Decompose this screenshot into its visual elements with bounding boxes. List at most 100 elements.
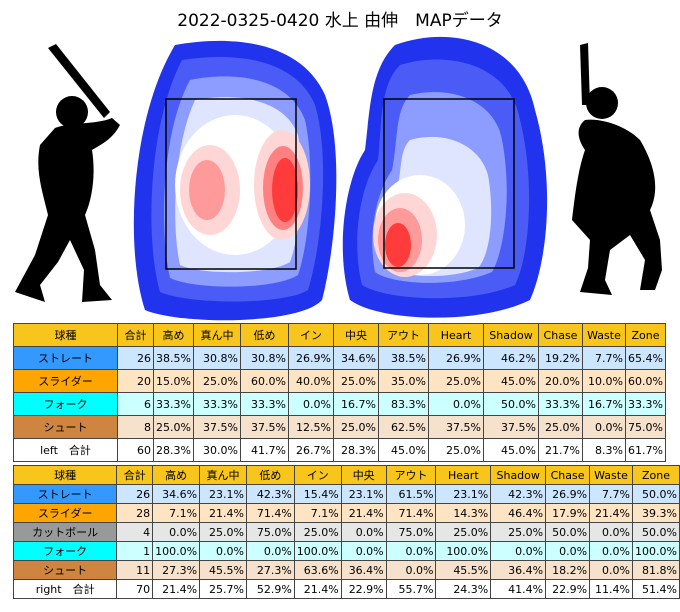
header-row: 球種 合計 高め 真ん中 低め イン 中央 アウト Heart Shadow Chase Waste Z… (12, 465, 680, 485)
pitch-name: right 合計 (12, 579, 118, 599)
stat-cell: 27.3% (152, 560, 201, 580)
stat-cell: 23.1% (435, 484, 492, 504)
stat-cell: 21.4% (340, 503, 387, 523)
stat-cell: 16.7% (333, 392, 379, 416)
header-cell: Zone (631, 465, 680, 485)
header-cell: 球種 (13, 323, 118, 347)
stat-cell: 42.3% (490, 484, 547, 504)
stat-cell: 60.0% (625, 369, 666, 393)
stat-cell: 0.0% (589, 541, 633, 561)
stat-cell: 0.0% (589, 522, 633, 542)
stat-cell: 25.0% (428, 369, 484, 393)
stat-cell: 37.5% (240, 415, 289, 439)
stat-cell: 75.0% (385, 522, 437, 542)
stat-cell: 34.6% (333, 346, 379, 370)
stat-cell: 33.3% (240, 392, 289, 416)
stat-cell: 18.2% (545, 560, 591, 580)
stat-cell: 0.0% (545, 541, 591, 561)
header-cell: 合計 (116, 465, 154, 485)
stat-cell: 50.0% (631, 522, 680, 542)
stat-cell: 23.1% (340, 484, 387, 504)
stat-cell: 41.7% (240, 438, 289, 462)
stat-cell: 17.9% (545, 503, 591, 523)
stat-cell: 27.3% (245, 560, 295, 580)
stat-cell: 60 (117, 438, 154, 462)
header-row: 球種 合計 高め 真ん中 低め イン 中央 アウト Heart Shadow Chase Waste Z… (13, 323, 666, 347)
pitch-name: スライダー (13, 369, 118, 393)
header-cell: Waste (589, 465, 633, 485)
stat-cell: 1 (116, 541, 154, 561)
stat-cell: 62.5% (378, 415, 429, 439)
stat-cell: 61.7% (625, 438, 666, 462)
stat-cell: 0.0% (288, 392, 334, 416)
pitch-name: シュート (13, 415, 118, 439)
stat-cell: 63.6% (293, 560, 342, 580)
stat-cell: 25.0% (293, 522, 342, 542)
stat-cell: 12.5% (288, 415, 334, 439)
stat-cell: 71.4% (245, 503, 295, 523)
header-cell: 中央 (340, 465, 387, 485)
stat-cell: 21.4% (199, 503, 247, 523)
pitch-row: フォーク 1 100.0% 0.0% 0.0% 100.0% 0.0% 0.0% 100.0% 0… (12, 541, 680, 561)
stat-cell: 11.4% (589, 579, 633, 599)
header-cell: 低め (245, 465, 295, 485)
stat-cell: 25.0% (435, 522, 492, 542)
stat-cell: 25.0% (193, 369, 241, 393)
header-cell: アウト (378, 323, 429, 347)
header-cell: 真ん中 (193, 323, 241, 347)
stat-cell: 30.0% (193, 438, 241, 462)
pitch-row: シュート 11 27.3% 45.5% 27.3% 63.6% 36.4% 0.0% 45.5%… (12, 560, 680, 580)
pitch-name: スライダー (12, 503, 118, 523)
stat-cell: 40.0% (288, 369, 334, 393)
title: 2022-0325-0420 水上 由伸 MAPデータ (177, 11, 503, 31)
stat-cell: 46.2% (483, 346, 539, 370)
stat-cell: 33.3% (153, 392, 194, 416)
stat-cell: 38.5% (378, 346, 429, 370)
right-heatmap (342, 36, 548, 318)
stat-cell: 22.9% (340, 579, 387, 599)
stat-cell: 83.3% (378, 392, 429, 416)
stat-cell: 36.4% (490, 560, 547, 580)
stat-cell: 24.3% (435, 579, 492, 599)
header-cell: 合計 (117, 323, 154, 347)
header-cell: Heart (428, 323, 484, 347)
pitch-name: シュート (12, 560, 118, 580)
header-cell: 真ん中 (199, 465, 247, 485)
stat-cell: 50.0% (483, 392, 539, 416)
pitch-row: left 合計 60 28.3% 30.0% 41.7% 26.7% 28.3% 45.0% 2… (13, 438, 666, 462)
stat-cell: 45.0% (483, 369, 539, 393)
stat-cell: 45.5% (435, 560, 492, 580)
pitch-name: カットボール (12, 522, 118, 542)
stat-cell: 0.0% (589, 560, 633, 580)
pitch-name: フォーク (13, 392, 118, 416)
pitch-row: カットボール 4 0.0% 25.0% 75.0% 25.0% 0.0% 75.0% 25.0%… (12, 522, 680, 542)
stat-cell: 10.0% (582, 369, 626, 393)
stat-cell: 0.0% (340, 522, 387, 542)
stat-cell: 100.0% (435, 541, 492, 561)
stat-cell: 8 (117, 415, 154, 439)
stat-cell: 75.0% (625, 415, 666, 439)
stat-cell: 23.1% (199, 484, 247, 504)
stat-cell: 37.5% (428, 415, 484, 439)
stat-cell: 11 (116, 560, 154, 580)
stat-cell: 4 (116, 522, 154, 542)
stat-cell: 39.3% (631, 503, 680, 523)
pitch-row: スライダー 20 15.0% 25.0% 60.0% 40.0% 25.0% 35.0% 25.… (13, 369, 666, 393)
pitch-name: フォーク (12, 541, 118, 561)
stat-cell: 65.4% (625, 346, 666, 370)
header-cell: Shadow (483, 323, 539, 347)
header-cell: 高め (152, 465, 201, 485)
stat-cell: 26.9% (545, 484, 591, 504)
stat-cell: 0.0% (490, 541, 547, 561)
pitch-row: ストレート 26 34.6% 23.1% 42.3% 15.4% 23.1% 61.5% 23.… (12, 484, 680, 504)
stat-cell: 25.0% (428, 438, 484, 462)
pitch-row: right 合計 70 21.4% 25.7% 52.9% 21.4% 22.9% 55.7%… (12, 579, 680, 599)
stat-cell: 60.0% (240, 369, 289, 393)
header-cell: Chase (538, 323, 583, 347)
pitch-row: スライダー 28 7.1% 21.4% 71.4% 7.1% 21.4% 71.4% 14.3%… (12, 503, 680, 523)
stat-cell: 21.4% (293, 579, 342, 599)
stat-cell: 28.3% (153, 438, 194, 462)
stat-cell: 21.4% (589, 503, 633, 523)
stat-cell: 0.0% (245, 541, 295, 561)
stat-cell: 75.0% (245, 522, 295, 542)
